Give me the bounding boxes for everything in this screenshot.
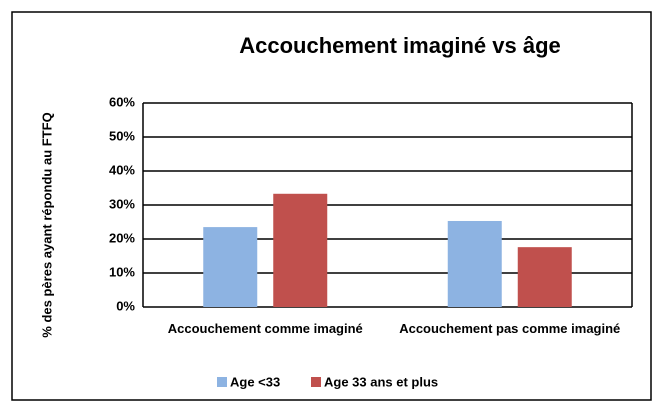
y-tick-label: 60% xyxy=(109,94,135,109)
y-tick-label: 50% xyxy=(109,128,135,143)
y-tick-label: 40% xyxy=(109,162,135,177)
legend-label: Age <33 xyxy=(230,374,280,389)
y-axis-label: % des pères ayant répondu au FTFQ xyxy=(39,112,54,337)
bar xyxy=(517,247,572,307)
bar xyxy=(203,227,258,307)
bar xyxy=(447,220,502,307)
legend-swatch xyxy=(311,377,321,387)
bar xyxy=(273,193,328,307)
y-tick-label: 30% xyxy=(109,196,135,211)
chart-frame xyxy=(11,11,652,401)
y-tick-label: 0% xyxy=(116,298,135,313)
chart-title: Accouchement imaginé vs âge xyxy=(239,33,561,58)
legend-label: Age 33 ans et plus xyxy=(324,374,438,389)
x-tick-label: Accouchement pas comme imaginé xyxy=(399,321,621,336)
y-tick-label: 20% xyxy=(109,230,135,245)
legend-swatch xyxy=(217,377,227,387)
x-tick-label: Accouchement comme imaginé xyxy=(167,321,363,336)
y-tick-label: 10% xyxy=(109,264,135,279)
